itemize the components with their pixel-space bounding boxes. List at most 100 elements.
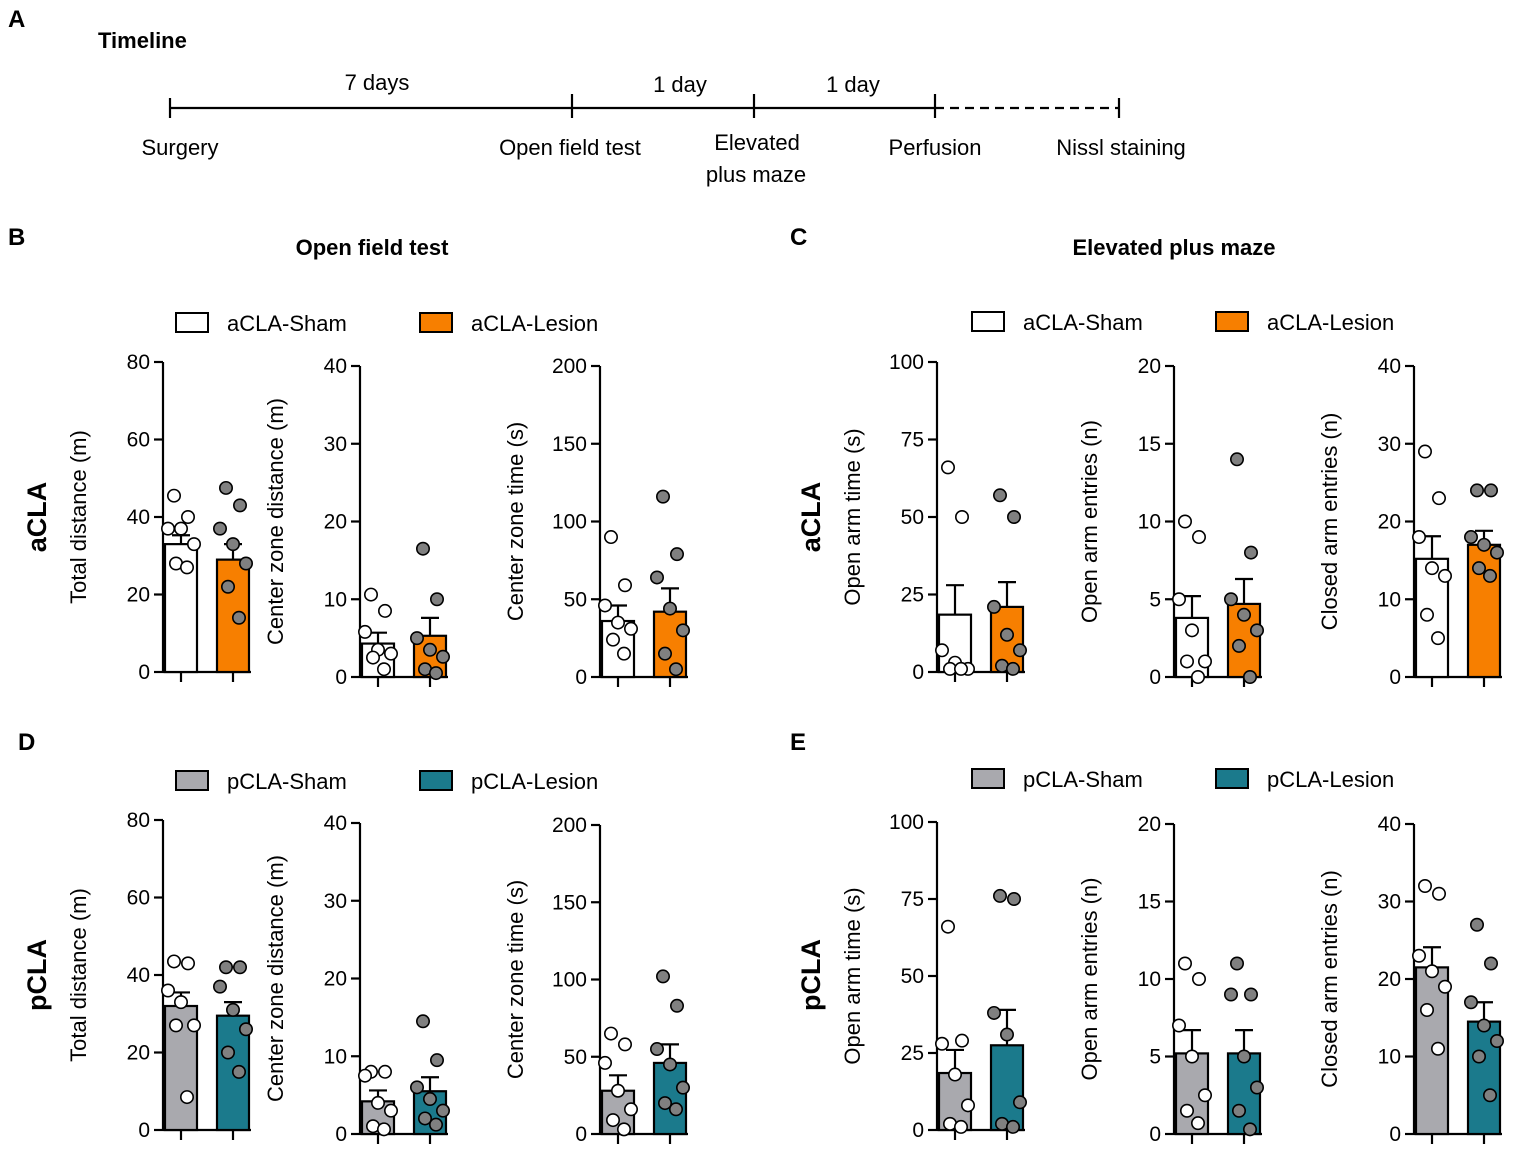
data-point: [1472, 561, 1487, 576]
data-point: [180, 560, 195, 575]
data-point: [1425, 561, 1440, 576]
legend-swatch-acla-sham-epm: [971, 311, 1005, 332]
data-point: [1244, 545, 1259, 560]
row-label-acla-left: aCLA: [22, 482, 52, 553]
data-point: [668, 662, 683, 677]
data-point: [999, 1027, 1014, 1042]
data-point: [616, 646, 631, 661]
data-point: [181, 509, 196, 524]
data-point: [180, 1090, 195, 1105]
data-point: [1464, 530, 1479, 545]
panel-letter-b: B: [8, 224, 25, 251]
data-point: [1191, 669, 1206, 684]
legend-acla-open-field: aCLA-Sham aCLA-Lesion: [175, 311, 598, 336]
panel-letter-d: D: [18, 729, 35, 756]
data-point: [655, 969, 670, 984]
legend-label-acla-sham-epm: aCLA-Sham: [1023, 310, 1143, 335]
y-tick-label: 80: [127, 809, 150, 832]
y-tick-label: 150: [552, 433, 587, 456]
panel-letter-a: A: [8, 6, 25, 33]
data-point: [1224, 592, 1239, 607]
y-tick-label: 75: [901, 888, 924, 911]
data-point: [232, 610, 247, 625]
data-point: [1477, 1018, 1492, 1033]
data-point: [649, 1042, 664, 1057]
y-tick-label: 0: [912, 1119, 924, 1142]
data-point: [213, 521, 228, 536]
y-tick-label: 0: [335, 666, 347, 689]
stage-perfusion: Perfusion: [889, 135, 982, 160]
legend-swatch-pcla-lesion: [419, 770, 453, 791]
row-label-acla-right: aCLA: [796, 482, 826, 553]
data-point: [429, 592, 444, 607]
y-axis-label: Center zone distance (m): [263, 398, 288, 645]
data-point: [657, 646, 672, 661]
y-tick-label: 100: [552, 969, 587, 992]
data-point: [1243, 1122, 1258, 1137]
panel-letter-c: C: [790, 224, 807, 251]
data-point: [1425, 964, 1440, 979]
y-tick-label: 20: [1378, 511, 1401, 534]
y-tick-label: 0: [1389, 666, 1401, 689]
data-point: [1243, 669, 1258, 684]
data-point: [357, 624, 372, 639]
y-tick-label: 50: [564, 1046, 587, 1069]
data-point: [232, 1064, 247, 1079]
data-point: [1250, 623, 1265, 638]
data-point: [1237, 607, 1252, 622]
y-axis-label: Center zone time (s): [503, 880, 528, 1079]
y-tick-label: 10: [1378, 588, 1401, 611]
data-point: [1484, 483, 1499, 498]
data-point: [1237, 1049, 1252, 1064]
data-point: [675, 1080, 690, 1095]
data-point: [409, 1080, 424, 1095]
data-point: [986, 1005, 1001, 1020]
y-tick-label: 20: [127, 584, 150, 607]
y-tick-label: 0: [575, 666, 587, 689]
data-point: [1178, 956, 1193, 971]
charts: 0 20 40 60 80 Total distance (m) 0 10 20 30 40 Cent…: [66, 351, 1505, 1146]
data-point: [1012, 643, 1027, 658]
data-point: [415, 541, 430, 556]
data-point: [1232, 638, 1247, 653]
data-point: [167, 488, 182, 503]
data-point: [603, 1026, 618, 1041]
data-point: [1470, 917, 1485, 932]
data-point: [181, 956, 196, 971]
data-point: [597, 1055, 612, 1070]
y-tick-label: 0: [1389, 1123, 1401, 1146]
data-point: [1230, 452, 1245, 467]
y-tick-label: 10: [1138, 511, 1161, 534]
y-axis-label: Closed arm entries (n): [1317, 413, 1342, 631]
data-point: [597, 598, 612, 613]
data-point: [1005, 1119, 1020, 1134]
y-tick-label: 80: [127, 351, 150, 374]
chart-d1: 0 20 40 60 80 Total distance (m): [66, 809, 254, 1142]
data-point: [1464, 995, 1479, 1010]
y-tick-label: 40: [324, 812, 347, 835]
chart-e2: 0 5 10 15 20 Open arm entries (n): [1077, 813, 1265, 1146]
data-point: [239, 556, 254, 571]
data-point: [221, 579, 236, 594]
data-point: [1180, 1103, 1195, 1118]
data-point: [1438, 568, 1453, 583]
legend-acla-epm: aCLA-Sham aCLA-Lesion: [971, 310, 1394, 335]
y-tick-label: 0: [138, 1119, 150, 1142]
data-point: [161, 983, 176, 998]
data-point: [992, 488, 1007, 503]
y-tick-label: 150: [552, 891, 587, 914]
data-point: [370, 1095, 385, 1110]
data-point: [953, 661, 968, 676]
y-tick-label: 15: [1138, 433, 1161, 456]
stage-epm-line2: plus maze: [706, 162, 806, 187]
data-point: [1420, 607, 1435, 622]
data-point: [623, 621, 638, 636]
y-tick-label: 20: [1138, 355, 1161, 378]
data-point: [1172, 592, 1187, 607]
data-point: [219, 960, 234, 975]
data-point: [428, 1117, 443, 1132]
data-point: [422, 1092, 437, 1107]
data-point: [1432, 886, 1447, 901]
legend-swatch-acla-sham: [175, 312, 209, 333]
data-point: [174, 995, 189, 1010]
